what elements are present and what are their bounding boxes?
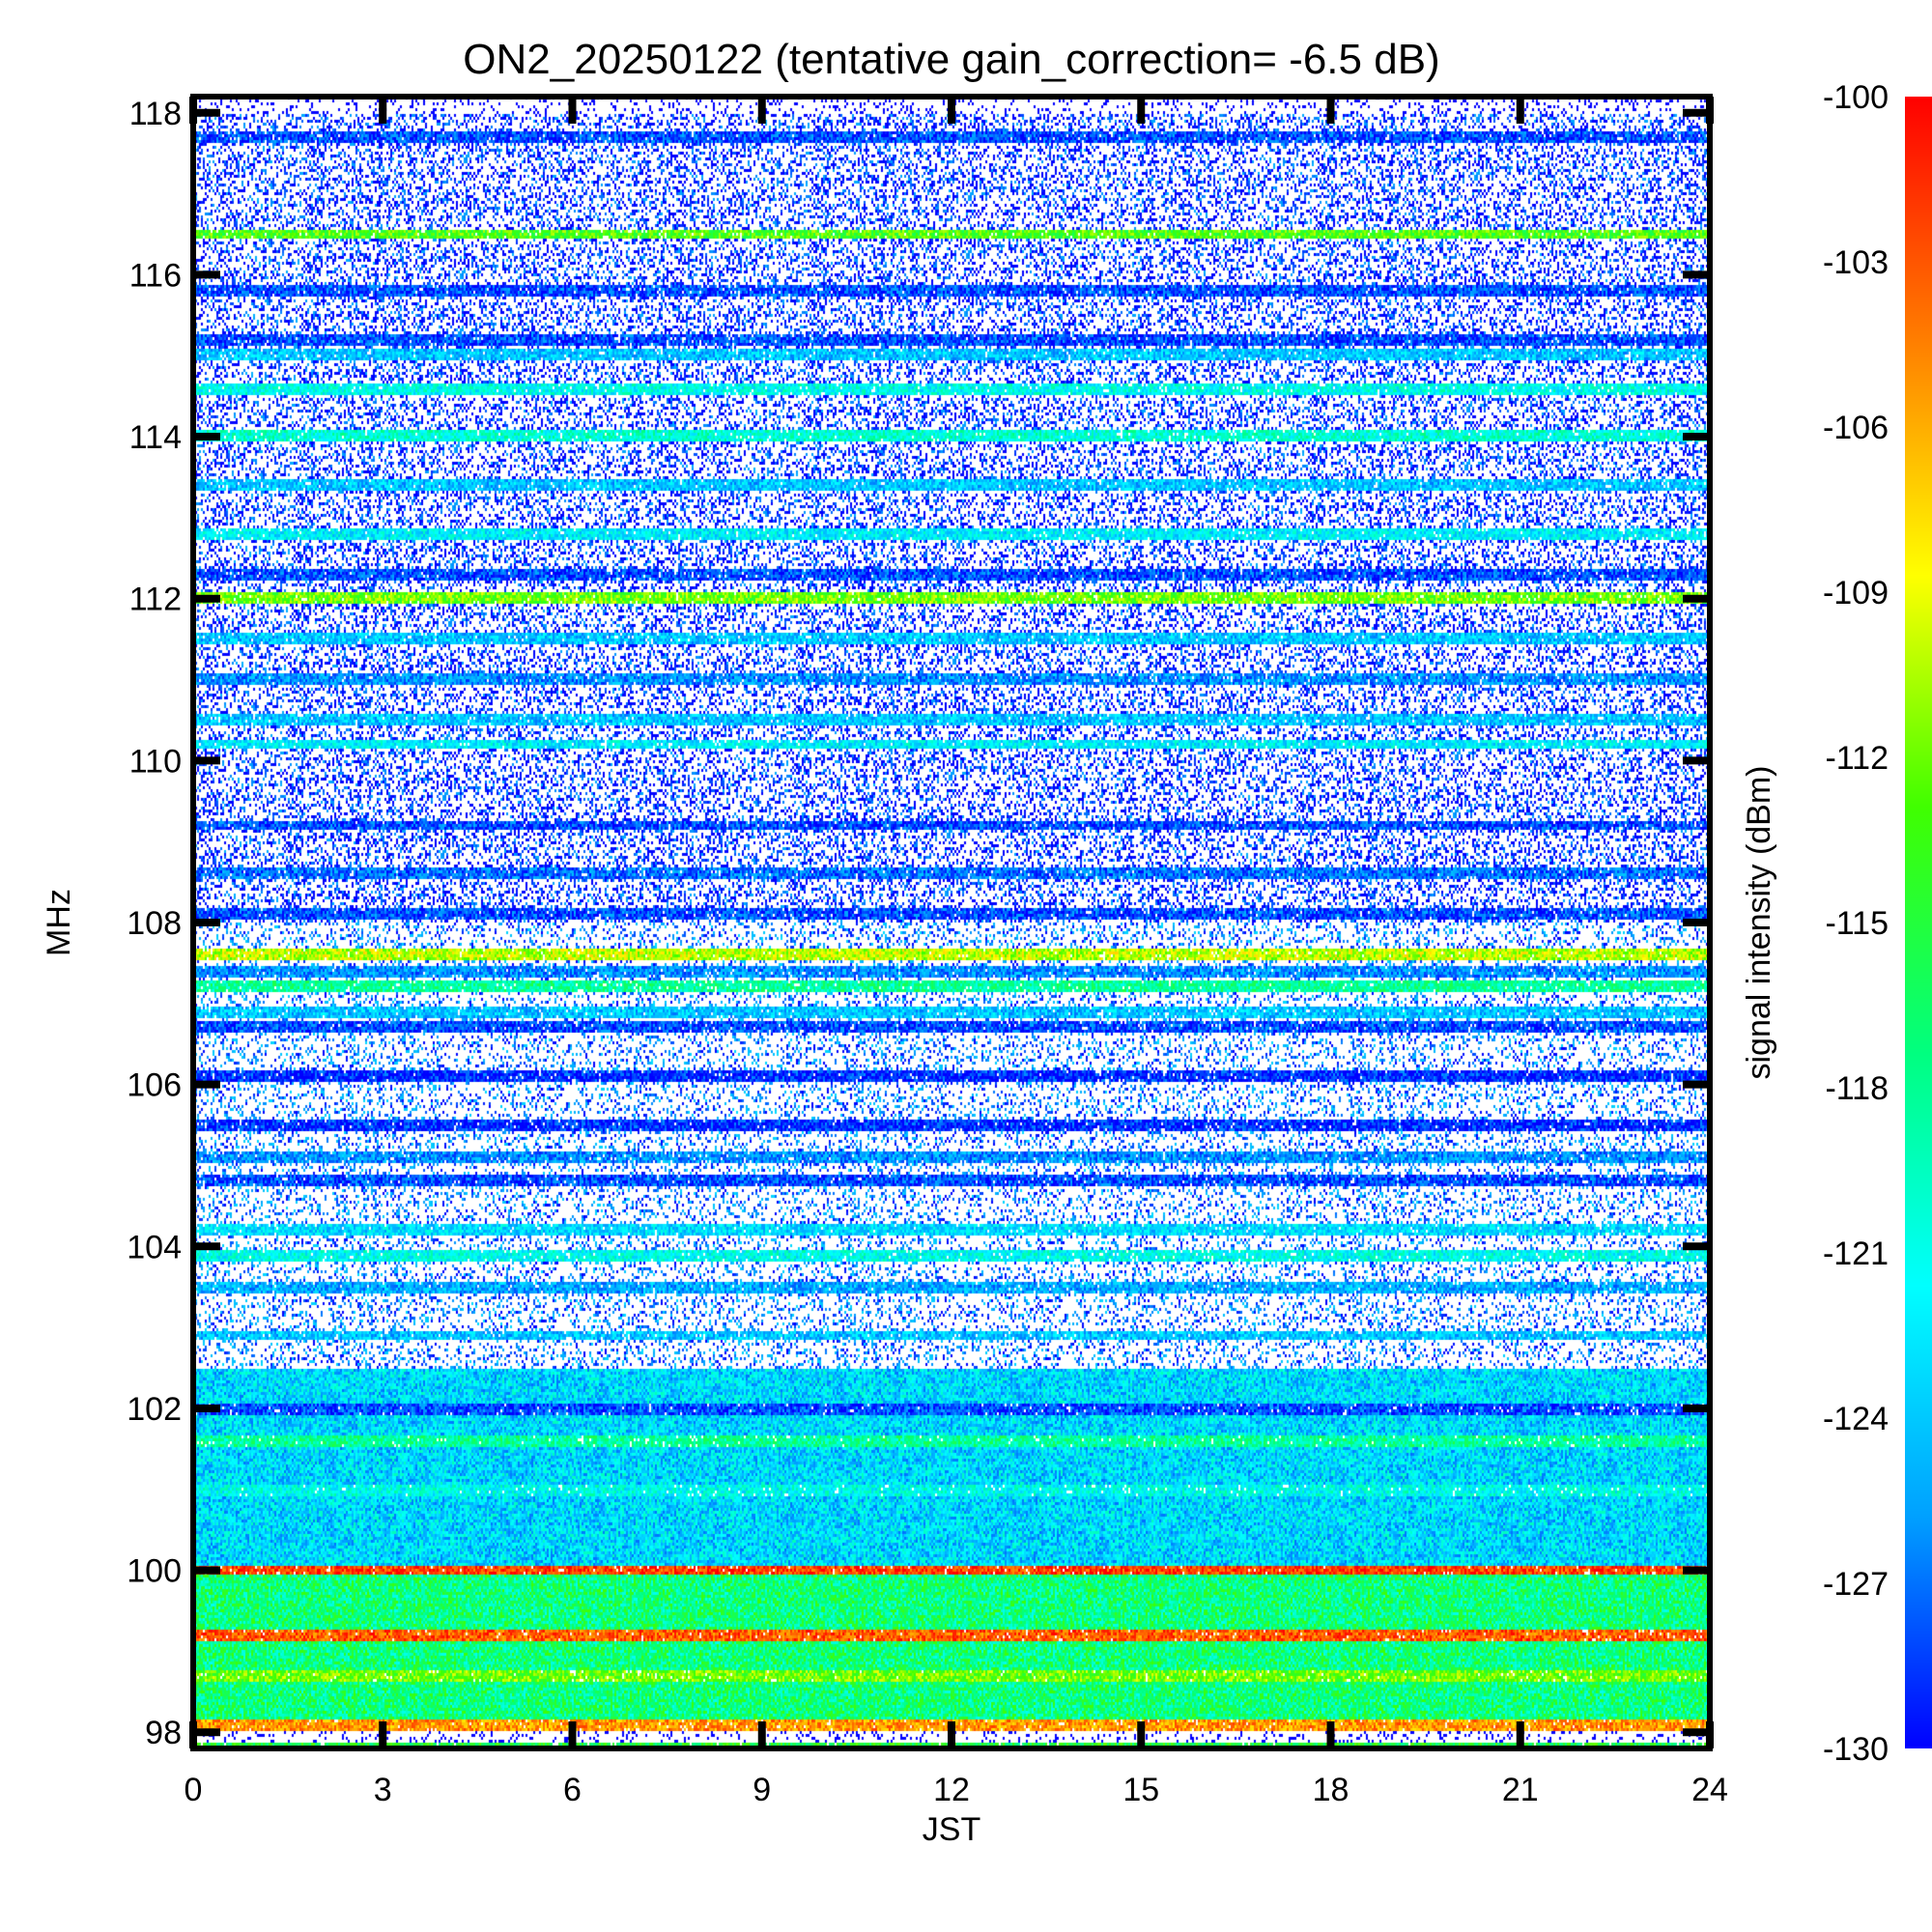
x-tick-label: 9 [753, 1772, 771, 1808]
colorbar-tick-label: -112 [1825, 740, 1889, 777]
colorbar-tick-label: -106 [1823, 410, 1889, 446]
y-tick-label: 110 [129, 743, 182, 780]
colorbar-tick-label: -127 [1823, 1566, 1889, 1603]
x-axis: 0 3 6 9 12 15 18 21 24 [185, 97, 1728, 1808]
chart-title: ON2_20250122 (tentative gain_correction=… [463, 36, 1439, 83]
y-axis: 98 100 102 104 106 108 110 112 114 116 118 [127, 96, 1710, 1751]
y-tick-label: 98 [145, 1715, 182, 1751]
x-tick-label: 18 [1313, 1772, 1350, 1808]
y-tick-label: 114 [129, 419, 182, 456]
colorbar-tick-label: -130 [1823, 1731, 1889, 1768]
x-tick-label: 12 [933, 1772, 970, 1808]
y-tick-label: 100 [127, 1553, 182, 1590]
y-tick-label: 118 [129, 96, 182, 132]
colorbar [1905, 97, 1932, 1748]
y-tick-label: 108 [127, 905, 182, 942]
y-tick-label: 106 [127, 1067, 182, 1104]
x-tick-label: 6 [563, 1772, 582, 1808]
colorbar-tick-label: -103 [1823, 244, 1889, 281]
heatmap-cells [194, 98, 1709, 1747]
y-tick-label: 116 [129, 257, 182, 294]
colorbar-tick-label: -118 [1825, 1070, 1889, 1107]
colorbar-tick-label: -121 [1823, 1236, 1889, 1272]
x-axis-label: JST [923, 1811, 980, 1848]
x-tick-label: 21 [1502, 1772, 1539, 1808]
x-tick-label: 15 [1122, 1772, 1159, 1808]
colorbar-tick-label: -109 [1823, 575, 1889, 611]
x-tick-label: 0 [185, 1772, 203, 1808]
y-axis-label: MHz [41, 889, 77, 956]
x-tick-label: 3 [374, 1772, 392, 1808]
colorbar-tick-label: -124 [1823, 1401, 1889, 1437]
y-tick-label: 112 [129, 582, 182, 618]
y-tick-label: 102 [127, 1391, 182, 1428]
colorbar-label: signal intensity (dBm) [1741, 765, 1777, 1079]
colorbar-ticks: -100 -103 -106 -109 -112 -115 -118 -121 -124 -127… [1823, 79, 1889, 1768]
colorbar-tick-label: -100 [1823, 79, 1889, 116]
x-tick-label: 24 [1691, 1772, 1728, 1808]
heatmap-image [194, 98, 1709, 1747]
y-tick-label: 104 [127, 1229, 182, 1265]
colorbar-tick-label: -115 [1825, 905, 1889, 942]
